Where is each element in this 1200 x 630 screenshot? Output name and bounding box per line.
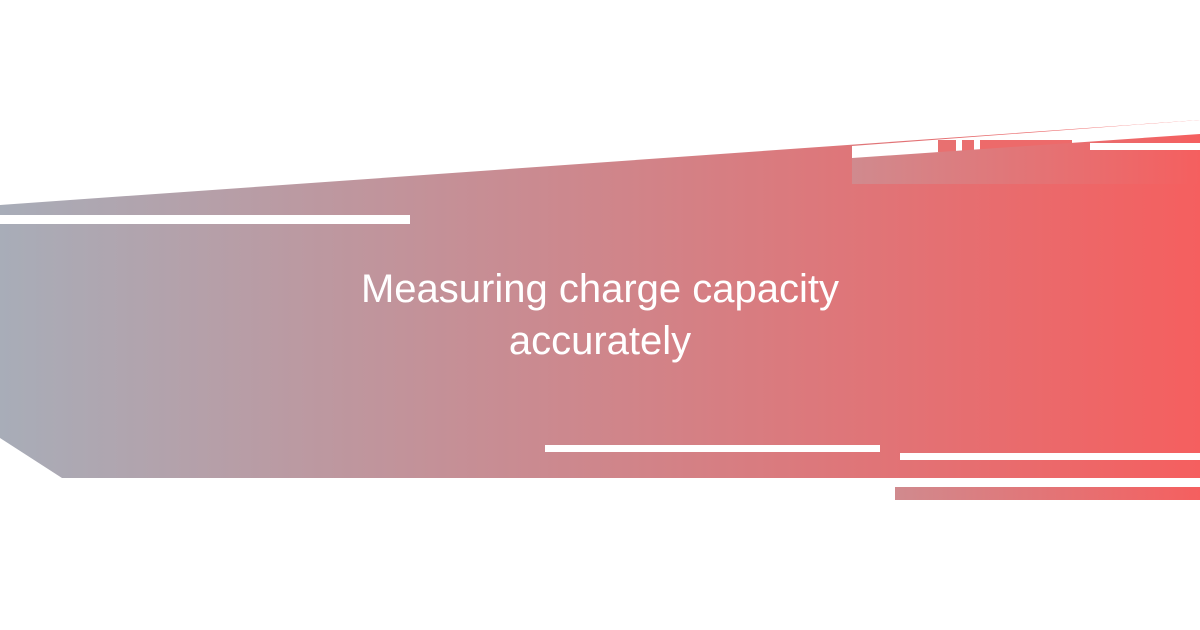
bottom-detached-bar (895, 487, 1200, 500)
bottom-accent-line-2 (900, 453, 1200, 460)
top-far-right-line (1090, 143, 1200, 150)
banner-container: Measuring charge capacity accurately (0, 0, 1200, 630)
accent-tick-1 (938, 140, 956, 152)
top-left-accent-line (0, 215, 410, 224)
banner-title: Measuring charge capacity accurately (300, 263, 900, 367)
bottom-accent-line-1 (545, 445, 880, 452)
